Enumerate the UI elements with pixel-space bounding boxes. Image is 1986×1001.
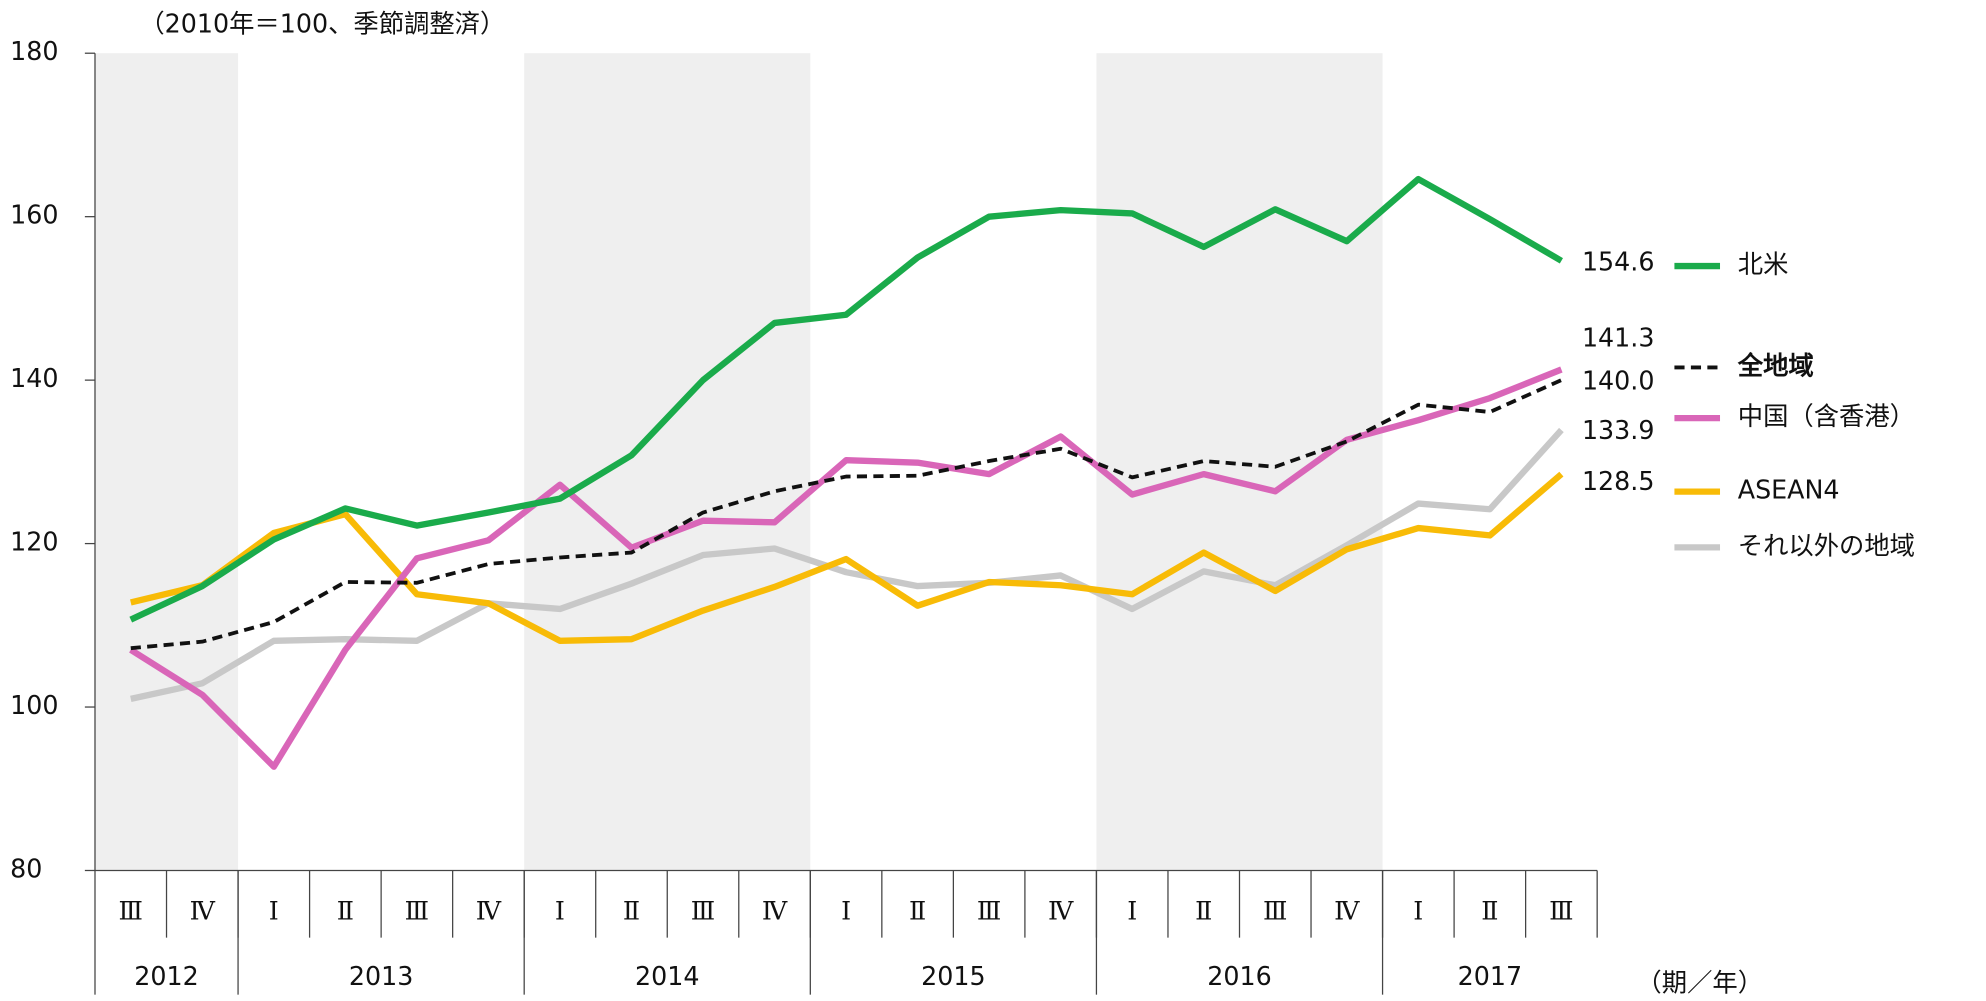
x-tick-label: Ⅲ [405, 895, 429, 925]
x-tick-label: Ⅱ [623, 895, 640, 925]
x-tick-label: Ⅳ [1048, 895, 1074, 925]
legend-label: 北米 [1738, 249, 1789, 279]
legend-label: ASEAN4 [1738, 475, 1840, 505]
x-tick-label: Ⅲ [119, 895, 143, 925]
y-tick-label: 180 [10, 36, 58, 66]
year-band [1096, 53, 1383, 871]
value-label: 128.5 [1582, 466, 1655, 496]
x-tick-label: Ⅱ [337, 895, 354, 925]
year-label: 2015 [921, 961, 985, 991]
legend-label: それ以外の地域 [1738, 530, 1915, 560]
y-tick-label: 140 [10, 363, 58, 393]
value-label: 133.9 [1582, 415, 1655, 445]
series-line [129, 175, 1563, 623]
x-tick-label: Ⅱ [1195, 895, 1212, 925]
x-tick-label: Ⅲ [977, 895, 1001, 925]
value-label: 140.0 [1582, 366, 1655, 396]
x-tick-label: Ⅱ [909, 895, 926, 925]
year-band [524, 53, 811, 871]
x-tick-label: Ⅲ [1263, 895, 1287, 925]
x-tick-label: Ⅰ [841, 895, 851, 925]
x-tick-label: Ⅰ [269, 895, 279, 925]
x-tick-label: Ⅳ [476, 895, 502, 925]
year-label: 2012 [134, 961, 198, 991]
y-tick-label: 120 [10, 527, 58, 557]
series-line [130, 427, 1564, 702]
x-tick-label: Ⅰ [1127, 895, 1137, 925]
series-line [130, 378, 1563, 651]
legend-item: 北米 [1674, 249, 1788, 279]
x-tick-label: Ⅰ [555, 895, 565, 925]
year-label: 2017 [1458, 961, 1522, 991]
year-label: 2013 [349, 961, 413, 991]
series-line [129, 366, 1563, 770]
x-tick-label: Ⅱ [1481, 895, 1498, 925]
axis-note: （期／年） [1636, 968, 1763, 998]
legend-label: 中国（含香港） [1738, 401, 1915, 431]
x-tick-label: Ⅲ [1549, 895, 1573, 925]
legend-label: 全地域 [1737, 350, 1814, 380]
y-tick-label: 80 [10, 853, 42, 883]
year-label: 2016 [1207, 961, 1271, 991]
legend-item: ASEAN4 [1674, 475, 1840, 505]
series-line [130, 471, 1564, 645]
value-label: 154.6 [1582, 247, 1655, 277]
unit-note: （2010年＝100、季節調整済） [139, 8, 505, 38]
y-tick-label: 160 [10, 200, 58, 230]
legend-item: 全地域 [1674, 350, 1814, 380]
x-tick-label: Ⅲ [691, 895, 715, 925]
x-tick-label: Ⅳ [762, 895, 788, 925]
y-tick-label: 100 [10, 690, 58, 720]
legend-item: 中国（含香港） [1674, 401, 1915, 431]
year-label: 2014 [635, 961, 699, 991]
x-tick-label: Ⅳ [1334, 895, 1360, 925]
year-band [94, 53, 239, 871]
legend-item: それ以外の地域 [1674, 530, 1915, 560]
x-tick-label: Ⅰ [1413, 895, 1423, 925]
value-label: 141.3 [1582, 323, 1655, 353]
x-tick-label: Ⅳ [190, 895, 216, 925]
